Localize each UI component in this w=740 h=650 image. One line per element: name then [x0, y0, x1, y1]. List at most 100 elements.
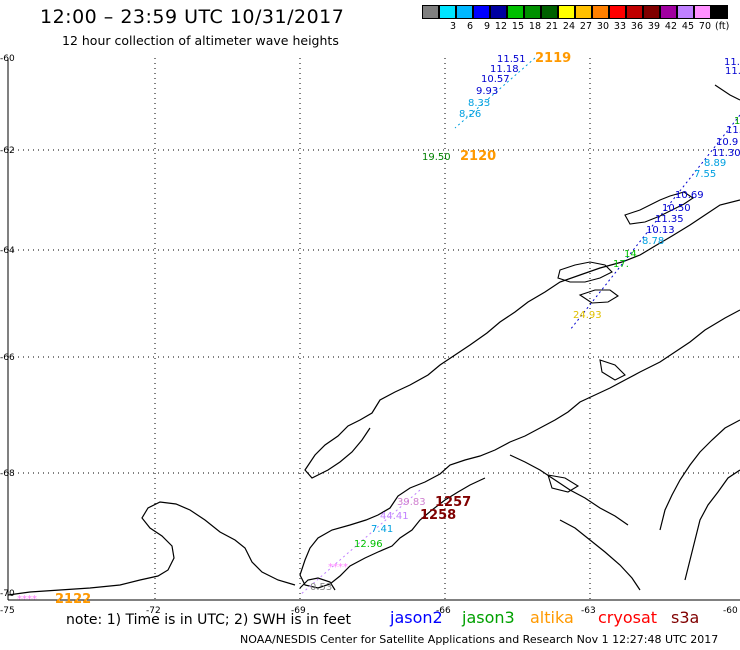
wave-label: 1: [734, 116, 740, 127]
scale-swatch: [575, 5, 592, 19]
scale-tick-label: 36: [630, 21, 643, 32]
scale-swatch: [609, 5, 626, 19]
scale-tick-label: 42: [664, 21, 677, 32]
footer-credit: NOAA/NESDIS Center for Satellite Applica…: [240, 633, 719, 646]
wave-label: 8.89: [704, 158, 726, 169]
scale-tick-label: 21: [545, 21, 558, 32]
graticule: [8, 58, 740, 600]
satellite-altika: altika: [530, 608, 574, 627]
scale-tick-label: 12: [494, 21, 507, 32]
wave-label: 10.50: [662, 203, 691, 214]
scale-tick-label: 24: [562, 21, 575, 32]
scale-tick-label: 18: [528, 21, 541, 32]
scale-tick-label: 39: [647, 21, 660, 32]
scale-unit: (ft): [715, 21, 730, 32]
wave-label: 7.41: [371, 524, 393, 535]
footer-note: note: 1) Time is in UTC; 2) SWH is in fe…: [66, 612, 352, 628]
lon-label: -69: [291, 606, 306, 616]
wave-label: 11.30: [712, 148, 740, 159]
scale-swatch: [473, 5, 490, 19]
map-title: 12:00 – 23:59 UTC 10/31/2017: [40, 6, 345, 28]
lon-label: -72: [146, 606, 161, 616]
pass-number: 2120: [460, 149, 496, 164]
wave-label: 10.69: [675, 190, 704, 201]
color-scale-labels: 3 6 9 12 15 18 21 24 27 30 33 36 39 42 45 70: [422, 21, 711, 32]
wave-label: 24.93: [573, 310, 602, 321]
wave-label: 8.33: [468, 98, 490, 109]
wave-label: 8.26: [459, 109, 481, 120]
map-subtitle: 12 hour collection of altimeter wave hei…: [62, 33, 339, 48]
wave-label: 11.35: [655, 214, 684, 225]
wave-label: 11.: [725, 66, 740, 77]
wave-label: 11.18: [490, 64, 519, 75]
wave-label: ****: [328, 562, 348, 573]
satellite-s3a: s3a: [671, 608, 700, 627]
lon-label: -66: [436, 606, 451, 616]
wave-label: 0.53: [310, 582, 332, 593]
scale-tick-label: 15: [511, 21, 524, 32]
pass-number: 2119: [535, 51, 571, 66]
wave-label: 11.51: [497, 54, 526, 65]
scale-swatch: [694, 5, 711, 19]
lon-label: -75: [0, 606, 15, 616]
wave-label: 10.13: [646, 225, 675, 236]
scale-tick-label: 9: [483, 21, 490, 32]
wave-label: 10.57: [481, 74, 510, 85]
scale-swatch: [541, 5, 558, 19]
scale-tick-label: 30: [596, 21, 609, 32]
pass-number: 1258: [420, 508, 456, 523]
scale-tick-label: 3: [449, 21, 456, 32]
scale-tick-label: 45: [681, 21, 694, 32]
scale-tick-label: 6: [466, 21, 473, 32]
pass-number-labels: 2119 2120 2122 1257 1258: [55, 51, 571, 607]
coastline: [7, 199, 740, 596]
scale-swatch: [456, 5, 473, 19]
wave-label: 19.50: [422, 152, 451, 163]
scale-swatch: [711, 5, 728, 19]
wave-label: 17.: [613, 259, 629, 270]
map-frame: [7, 58, 740, 601]
lat-label: -64: [0, 246, 15, 256]
scale-swatch: [626, 5, 643, 19]
lon-label: -63: [581, 606, 596, 616]
wave-label: 12.96: [354, 539, 383, 550]
lat-label: -62: [0, 146, 15, 156]
lat-label: -60: [0, 54, 15, 64]
lat-labels: -60 -62 -64 -66 -68 -70: [0, 54, 15, 599]
wave-label: 9.93: [476, 86, 498, 97]
wave-label: 8.78: [642, 236, 664, 247]
islands: [547, 84, 740, 493]
wave-label: 39.83: [397, 497, 426, 508]
wave-label: 11.: [724, 57, 740, 68]
scale-swatch: [592, 5, 609, 19]
pass-number: 1257: [435, 495, 471, 510]
color-scale: [422, 5, 728, 19]
wave-label: ****: [17, 594, 37, 605]
satellite-jason3: jason3: [462, 608, 515, 627]
pass-number: 2122: [55, 592, 91, 607]
wave-label: 10.9: [716, 137, 738, 148]
lat-label: -68: [0, 469, 15, 479]
satellite-jason2: jason2: [390, 608, 443, 627]
lon-labels: -75 -72 -69 -66 -63 -60: [0, 606, 738, 616]
scale-swatch: [660, 5, 677, 19]
scale-tick-label: 33: [613, 21, 626, 32]
scale-swatch: [643, 5, 660, 19]
scale-tick-label: 27: [579, 21, 592, 32]
wave-label: 7.55: [694, 169, 716, 180]
wave-label: 11.: [726, 125, 740, 136]
scale-swatch: [507, 5, 524, 19]
scale-swatch: [558, 5, 575, 19]
scale-swatch: [422, 5, 439, 19]
scale-swatch: [677, 5, 694, 19]
scale-swatch: [490, 5, 507, 19]
lat-label: -66: [0, 353, 15, 363]
satellite-cryosat: cryosat: [598, 608, 658, 627]
wave-label: 44.41: [380, 511, 409, 522]
scale-tick-label: 70: [698, 21, 711, 32]
lat-label: -70: [0, 589, 15, 599]
scale-swatch: [439, 5, 456, 19]
scale-swatch: [524, 5, 541, 19]
wave-height-labels: 11.51 11.18 10.57 9.93 8.33 8.26 19.50 1…: [17, 54, 740, 605]
